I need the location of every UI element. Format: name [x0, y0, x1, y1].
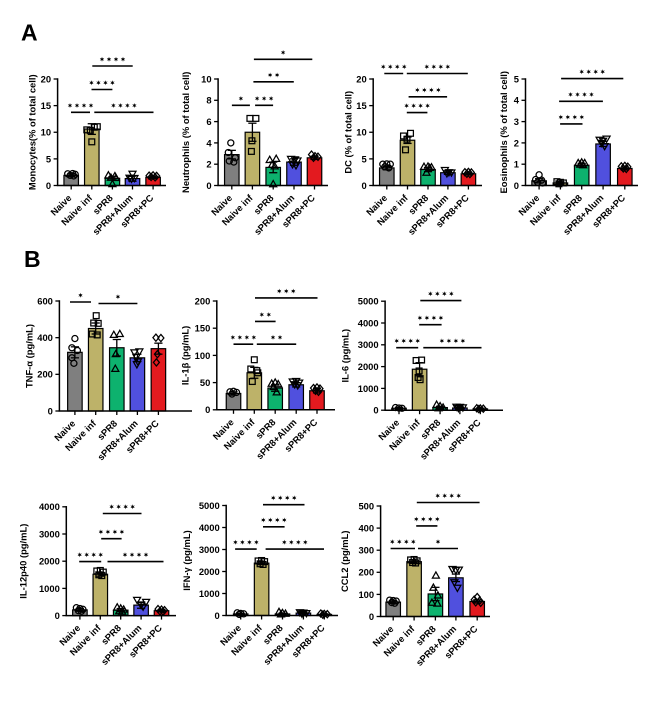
svg-text:100: 100 [195, 350, 211, 361]
svg-text:4: 4 [206, 137, 212, 148]
svg-text:1000: 1000 [199, 588, 220, 599]
svg-text:0: 0 [46, 180, 51, 191]
svg-text:Neutrophils (% of total cell): Neutrophils (% of total cell) [180, 72, 191, 193]
svg-text:3: 3 [514, 116, 519, 127]
svg-text:IL-6 (pg/mL): IL-6 (pg/mL) [340, 329, 351, 383]
svg-text:0: 0 [214, 610, 219, 621]
svg-text:50: 50 [200, 377, 210, 388]
svg-text:5: 5 [46, 153, 51, 164]
svg-text:B: B [24, 246, 41, 272]
svg-text:TNF-α (pg/mL): TNF-α (pg/mL) [24, 324, 35, 388]
svg-text:2000: 2000 [39, 556, 60, 567]
svg-text:3000: 3000 [39, 528, 60, 539]
svg-text:5000: 5000 [199, 500, 220, 511]
svg-text:100: 100 [358, 589, 374, 600]
svg-text:Eosinophils (% of total cell): Eosinophils (% of total cell) [498, 71, 509, 193]
svg-text:0: 0 [55, 610, 60, 621]
svg-text:400: 400 [37, 332, 53, 343]
svg-text:1: 1 [514, 159, 519, 170]
svg-text:2000: 2000 [199, 566, 220, 577]
svg-text:5000: 5000 [358, 296, 379, 307]
svg-text:4000: 4000 [199, 522, 220, 533]
svg-text:200: 200 [37, 369, 53, 380]
svg-text:5: 5 [514, 73, 519, 84]
svg-text:4000: 4000 [358, 317, 379, 328]
svg-text:4: 4 [514, 95, 520, 106]
svg-text:0: 0 [206, 180, 211, 191]
svg-text:2000: 2000 [358, 361, 379, 372]
svg-text:5: 5 [361, 153, 366, 164]
svg-text:IFN-γ (pg/mL): IFN-γ (pg/mL) [181, 530, 192, 590]
svg-text:2: 2 [514, 137, 519, 148]
svg-text:15: 15 [356, 100, 366, 111]
svg-text:300: 300 [358, 545, 374, 556]
svg-text:15: 15 [41, 100, 51, 111]
svg-text:IL-1β (pg/mL): IL-1β (pg/mL) [180, 326, 191, 385]
svg-text:8: 8 [206, 95, 211, 106]
svg-text:10: 10 [356, 127, 366, 138]
svg-text:Monocytes(% of total cell): Monocytes(% of total cell) [27, 74, 38, 190]
svg-text:0: 0 [369, 611, 374, 622]
svg-text:0: 0 [205, 404, 210, 415]
svg-text:20: 20 [41, 73, 51, 84]
svg-text:0: 0 [48, 405, 53, 416]
svg-text:1000: 1000 [358, 383, 379, 394]
svg-text:0: 0 [514, 180, 519, 191]
svg-text:500: 500 [358, 500, 374, 511]
svg-text:DC (% of total cell): DC (% of total cell) [343, 91, 354, 174]
svg-text:3000: 3000 [358, 339, 379, 350]
svg-text:IL-12p40 (pg/mL): IL-12p40 (pg/mL) [17, 524, 28, 599]
svg-text:3000: 3000 [199, 544, 220, 555]
svg-text:150: 150 [195, 323, 211, 334]
svg-text:A: A [21, 20, 38, 46]
svg-text:10: 10 [41, 127, 51, 138]
svg-text:2: 2 [206, 159, 211, 170]
svg-text:4000: 4000 [39, 501, 60, 512]
svg-text:1000: 1000 [39, 583, 60, 594]
svg-text:600: 600 [37, 295, 53, 306]
svg-text:20: 20 [356, 73, 366, 84]
svg-text:0: 0 [373, 405, 378, 416]
svg-text:6: 6 [206, 116, 211, 127]
svg-text:CCL2 (pg/mL): CCL2 (pg/mL) [339, 531, 350, 592]
svg-text:0: 0 [361, 180, 366, 191]
svg-text:200: 200 [195, 295, 211, 306]
svg-text:10: 10 [201, 73, 211, 84]
svg-text:400: 400 [358, 523, 374, 534]
svg-text:200: 200 [358, 567, 374, 578]
